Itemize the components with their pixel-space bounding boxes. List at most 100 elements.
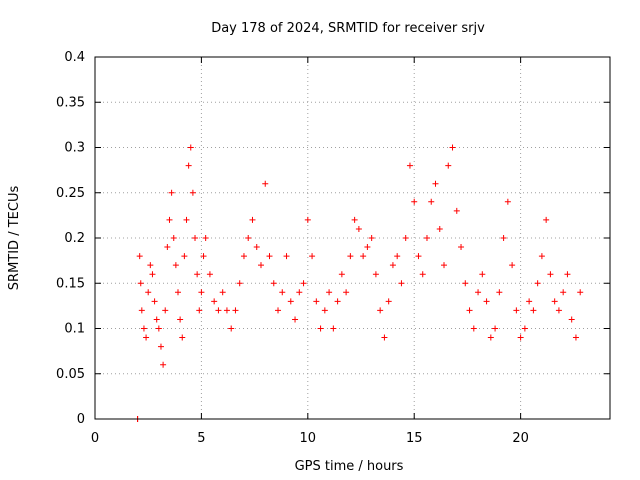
data-point: [145, 289, 152, 296]
data-point: [172, 262, 179, 269]
data-point: [279, 289, 286, 296]
data-point: [577, 289, 584, 296]
data-point: [275, 307, 282, 314]
data-point: [381, 334, 388, 341]
data-point: [479, 271, 486, 278]
data-point: [389, 262, 396, 269]
y-tick-label: 0.05: [56, 367, 85, 382]
data-point: [317, 325, 324, 332]
data-point: [164, 244, 171, 251]
data-point: [517, 334, 524, 341]
data-point: [394, 253, 401, 260]
data-point: [137, 280, 144, 287]
data-point: [206, 271, 213, 278]
data-point: [428, 198, 435, 205]
data-point: [572, 334, 579, 341]
data-point: [432, 180, 439, 187]
data-point: [492, 325, 499, 332]
data-point: [215, 307, 222, 314]
data-point: [174, 289, 181, 296]
data-point: [189, 189, 196, 196]
data-point: [547, 271, 554, 278]
data-point: [200, 253, 207, 260]
data-point: [187, 144, 194, 151]
data-point: [568, 316, 575, 323]
data-point: [136, 253, 143, 260]
data-point: [151, 298, 158, 305]
data-point: [313, 298, 320, 305]
data-point: [555, 307, 562, 314]
data-point: [177, 316, 184, 323]
data-point: [487, 334, 494, 341]
data-point: [449, 144, 456, 151]
data-point: [419, 271, 426, 278]
data-point: [300, 280, 307, 287]
data-point: [249, 216, 256, 223]
data-point: [266, 253, 273, 260]
data-point: [458, 244, 465, 251]
data-point: [138, 307, 145, 314]
data-point: [470, 325, 477, 332]
x-tick-label: 15: [406, 431, 423, 446]
data-point: [560, 289, 567, 296]
data-point: [219, 289, 226, 296]
data-point: [304, 216, 311, 223]
data-point: [500, 235, 507, 241]
data-point: [140, 325, 147, 332]
data-point: [343, 289, 350, 296]
data-point: [170, 235, 177, 241]
data-point: [194, 271, 201, 278]
data-point: [415, 253, 422, 260]
data-point: [185, 162, 192, 169]
data-point: [166, 216, 173, 223]
data-point: [296, 289, 303, 296]
data-point: [543, 216, 550, 223]
data-point: [262, 180, 269, 187]
data-point: [326, 289, 333, 296]
data-point: [223, 307, 230, 314]
data-point: [153, 316, 160, 323]
data-point: [445, 162, 452, 169]
data-point: [211, 298, 218, 305]
y-axis-label: SRMTID / TECUs: [7, 186, 22, 291]
data-point: [240, 253, 247, 260]
data-point: [202, 235, 209, 241]
data-point: [475, 289, 482, 296]
x-tick-label: 0: [91, 431, 99, 446]
data-point: [385, 298, 392, 305]
data-point: [334, 298, 341, 305]
data-point: [149, 271, 156, 278]
data-point: [283, 253, 290, 260]
data-point: [436, 225, 443, 232]
data-point: [147, 262, 154, 269]
data-points: [134, 144, 584, 422]
data-point: [228, 325, 235, 332]
data-point: [483, 298, 490, 305]
x-tick-label: 5: [197, 431, 205, 446]
data-point: [160, 361, 167, 368]
x-tick-label: 10: [300, 431, 317, 446]
data-point: [398, 280, 405, 287]
y-tick-label: 0.2: [64, 231, 85, 246]
data-point: [347, 253, 354, 260]
y-tick-label: 0.35: [56, 95, 85, 110]
data-point: [245, 235, 252, 241]
data-point: [330, 325, 337, 332]
data-point: [406, 162, 413, 169]
data-point: [521, 325, 528, 332]
data-point: [534, 280, 541, 287]
y-tick-label: 0.3: [64, 141, 85, 156]
data-point: [168, 189, 175, 196]
data-point: [360, 253, 367, 260]
data-point: [441, 262, 448, 269]
data-point: [253, 244, 260, 251]
data-point: [155, 325, 162, 332]
data-point: [183, 216, 190, 223]
data-point: [355, 225, 362, 232]
data-point: [321, 307, 328, 314]
data-point: [198, 289, 205, 296]
data-point: [504, 198, 511, 205]
y-tick-label: 0.15: [56, 276, 85, 291]
data-point: [257, 262, 264, 269]
y-tick-label: 0.4: [64, 50, 85, 65]
